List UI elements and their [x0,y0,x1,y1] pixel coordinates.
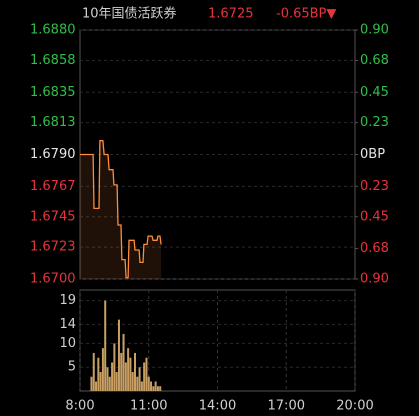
volume-bar [134,352,136,391]
volume-bar [95,381,98,391]
y2-tick-label: 0.68 [360,241,389,256]
y-tick-label: 1.6723 [30,240,76,255]
volume-bar [124,362,127,391]
y2-tick-label: 0.23 [360,179,389,194]
volume-bar [90,376,93,391]
volume-bar [108,376,111,391]
volume-bar [140,381,143,391]
volume-bar [111,362,114,391]
x-tick-label: 8:00 [65,399,94,414]
price: 1.6725 [208,7,254,22]
volume-bar [97,357,100,391]
volume-bar [147,376,150,391]
y-tick-label: 1.6745 [30,209,76,224]
volume-bar [138,367,141,391]
y-tick-label: 1.6700 [30,272,76,287]
y-tick-label: 1.6835 [30,85,76,100]
y2-tick-label: 0BP [360,147,385,162]
volume-bar [154,381,157,391]
volume-bar [92,352,95,391]
volume-bar [101,348,104,391]
y-tick-label: 1.6813 [30,115,76,130]
y-tick-label: 1.6767 [30,179,76,194]
y2-tick-label: 0.90 [360,272,389,287]
y-tick-label: 14 [59,317,76,332]
volume-bar [145,357,148,391]
volume-bar [104,300,107,391]
volume-bar [127,348,130,391]
volume-bar [156,386,159,391]
volume-bar [117,319,120,391]
volume-bar [143,362,146,391]
line-area [80,140,162,279]
y2-tick-label: 0.90 [360,23,389,38]
volume-bar [152,386,155,391]
volume-bar [113,343,116,391]
y-tick-label: 1.6790 [30,147,76,162]
volume-bar [99,371,102,391]
y-tick-label: 1.6858 [30,53,76,68]
volume-bar [120,352,123,391]
volume-bar [131,371,134,391]
y2-tick-label: 0.23 [360,115,389,130]
y-tick-label: 10 [59,336,76,351]
instrument-title: 10年国债活跃券 [82,6,177,22]
change: -0.65BP▼ [276,7,336,22]
x-tick-label: 20:00 [336,399,373,414]
volume-bar [115,371,118,391]
volume-bar [150,381,153,391]
y2-tick-label: 0.45 [360,209,389,224]
x-tick-label: 14:00 [199,399,236,414]
y2-tick-label: 0.45 [360,85,389,100]
price-line [80,140,162,279]
y2-tick-label: 0.68 [360,53,389,68]
volume-bar [129,357,132,391]
y-tick-label: 1.6880 [30,23,76,38]
x-tick-label: 17:00 [268,399,305,414]
volume-bar [159,386,162,391]
x-tick-label: 11:00 [130,399,167,414]
volume-bar [106,367,109,391]
y-tick-label: 19 [59,293,76,308]
volume-bar [122,333,125,391]
y-tick-label: 5 [68,360,76,375]
volume-bar [136,376,139,391]
